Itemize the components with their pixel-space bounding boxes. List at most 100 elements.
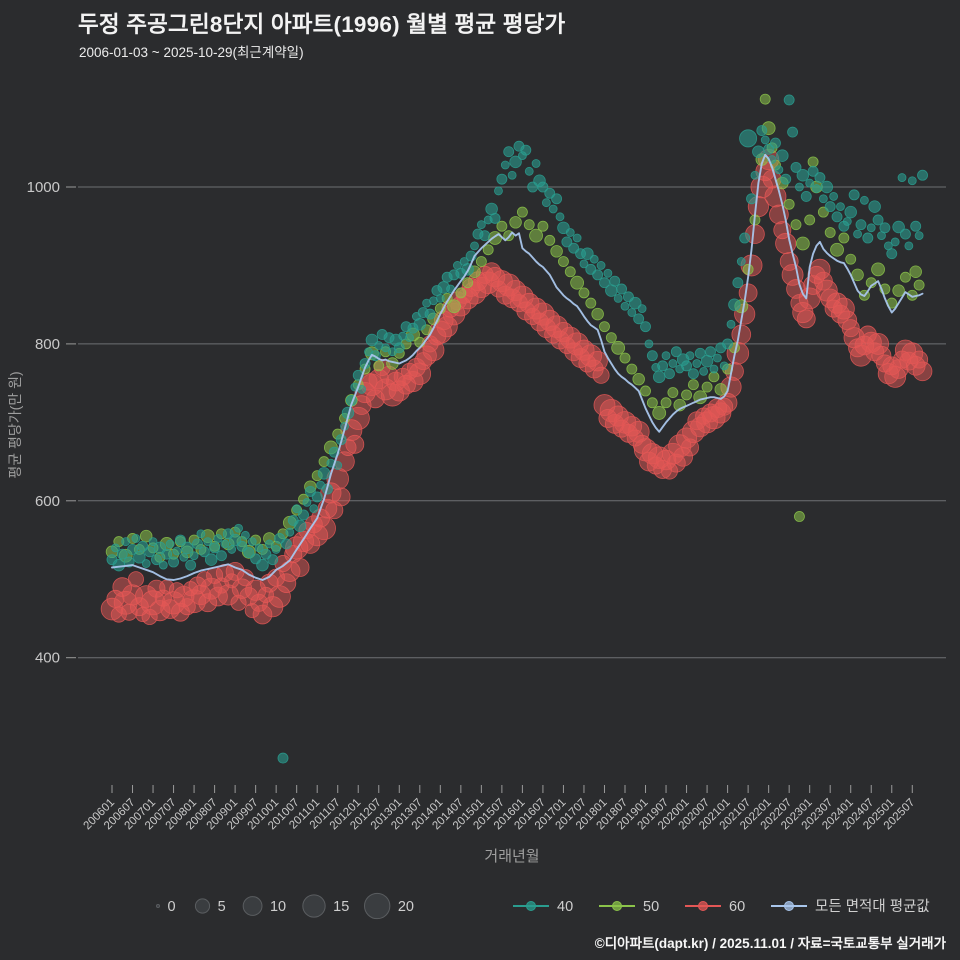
scatter-point[interactable] (488, 231, 502, 245)
scatter-point[interactable] (345, 434, 365, 454)
scatter-point[interactable] (596, 261, 606, 270)
scatter-point[interactable] (805, 178, 815, 188)
scatter-point[interactable] (848, 189, 860, 201)
scatter-point[interactable] (750, 170, 760, 180)
scatter-point[interactable] (227, 545, 237, 554)
scatter-point[interactable] (914, 231, 924, 241)
scatter-point[interactable] (646, 350, 658, 362)
scatter-point[interactable] (127, 571, 144, 588)
scatter-point[interactable] (692, 359, 702, 368)
scatter-point[interactable] (609, 275, 621, 287)
scatter-point[interactable] (687, 368, 699, 380)
scatter-point[interactable] (776, 149, 789, 162)
scatter-point[interactable] (280, 538, 292, 550)
scatter-point[interactable] (204, 553, 218, 566)
scatter-point[interactable] (494, 186, 503, 196)
scatter-point[interactable] (862, 232, 874, 244)
scatter-point[interactable] (652, 406, 667, 420)
scatter-point[interactable] (890, 237, 900, 247)
scatter-point[interactable] (413, 318, 427, 331)
scatter-point[interactable] (572, 233, 582, 243)
scatter-point[interactable] (796, 169, 810, 182)
scatter-point[interactable] (158, 560, 168, 570)
scatter-point[interactable] (855, 219, 867, 231)
scatter-point[interactable] (591, 307, 604, 321)
scatter-point[interactable] (181, 541, 194, 555)
scatter-point[interactable] (619, 352, 631, 364)
scatter-point[interactable] (770, 137, 781, 149)
scatter-point[interactable] (913, 279, 925, 291)
scatter-point[interactable] (836, 202, 845, 212)
scatter-point[interactable] (209, 542, 221, 554)
scatter-point[interactable] (746, 193, 757, 205)
scatter-point[interactable] (213, 534, 223, 543)
scatter-point[interactable] (424, 308, 436, 320)
scatter-point[interactable] (866, 223, 876, 233)
scatter-point[interactable] (112, 558, 126, 572)
scatter-point[interactable] (141, 559, 151, 568)
scatter-point[interactable] (886, 248, 898, 260)
scatter-point[interactable] (161, 548, 173, 560)
scatter-point[interactable] (198, 546, 210, 558)
scatter-point[interactable] (722, 338, 734, 350)
scatter-point[interactable] (561, 236, 573, 248)
legend-series-item-모든 면적대 평균값[interactable]: 모든 면적대 평균값 (771, 898, 930, 915)
scatter-point[interactable] (640, 321, 651, 333)
scatter-point[interactable] (795, 182, 804, 192)
legend-series-item-60[interactable]: 60 (685, 899, 745, 915)
scatter-point[interactable] (482, 244, 494, 256)
scatter-point[interactable] (192, 538, 203, 550)
scatter-point[interactable] (524, 166, 534, 176)
scatter-point[interactable] (216, 550, 227, 562)
scatter-point[interactable] (455, 287, 467, 299)
scatter-point[interactable] (667, 387, 679, 398)
scatter-point[interactable] (302, 497, 312, 507)
scatter-point[interactable] (739, 232, 751, 244)
scatter-point[interactable] (503, 146, 515, 158)
scatter-point[interactable] (247, 537, 257, 546)
scatter-point[interactable] (795, 236, 810, 251)
scatter-point[interactable] (616, 283, 628, 295)
scatter-point[interactable] (738, 283, 758, 303)
scatter-point[interactable] (298, 509, 309, 521)
scatter-point[interactable] (652, 370, 666, 384)
scatter-point[interactable] (726, 319, 736, 329)
scatter-point[interactable] (831, 211, 843, 223)
legend-series-item-50[interactable]: 50 (599, 899, 659, 915)
scatter-point[interactable] (844, 205, 857, 219)
scatter-point[interactable] (267, 554, 279, 566)
scatter-point[interactable] (637, 304, 647, 313)
scatter-point[interactable] (236, 540, 248, 552)
scatter-point[interactable] (373, 360, 385, 372)
scatter-point[interactable] (824, 201, 836, 213)
scatter-point[interactable] (151, 554, 162, 566)
scatter-point[interactable] (172, 546, 182, 556)
scatter-point[interactable] (860, 195, 869, 205)
scatter-point[interactable] (783, 198, 795, 210)
scatter-point[interactable] (904, 241, 914, 251)
scatter-point[interactable] (660, 397, 672, 409)
scatter-point[interactable] (537, 220, 549, 232)
scatter-point[interactable] (476, 220, 486, 230)
scatter-point[interactable] (611, 340, 626, 355)
scatter-point[interactable] (548, 204, 558, 214)
scatter-point[interactable] (220, 539, 230, 549)
scatter-point[interactable] (644, 339, 654, 349)
scatter-point[interactable] (774, 165, 784, 175)
scatter-point[interactable] (565, 228, 575, 237)
scatter-point[interactable] (668, 359, 678, 368)
scatter-point[interactable] (756, 125, 768, 136)
scatter-point[interactable] (550, 245, 563, 258)
scatter-point[interactable] (581, 247, 594, 260)
scatter-point[interactable] (820, 180, 834, 194)
scatter-point[interactable] (127, 544, 138, 555)
scatter-point[interactable] (633, 313, 645, 325)
scatter-point[interactable] (496, 220, 508, 232)
scatter-point[interactable] (264, 539, 274, 549)
scatter-point[interactable] (311, 491, 323, 503)
scatter-point[interactable] (620, 301, 630, 311)
scatter-point[interactable] (732, 277, 744, 289)
scatter-point[interactable] (613, 293, 623, 303)
scatter-point[interactable] (790, 161, 802, 173)
scatter-point[interactable] (838, 232, 850, 244)
